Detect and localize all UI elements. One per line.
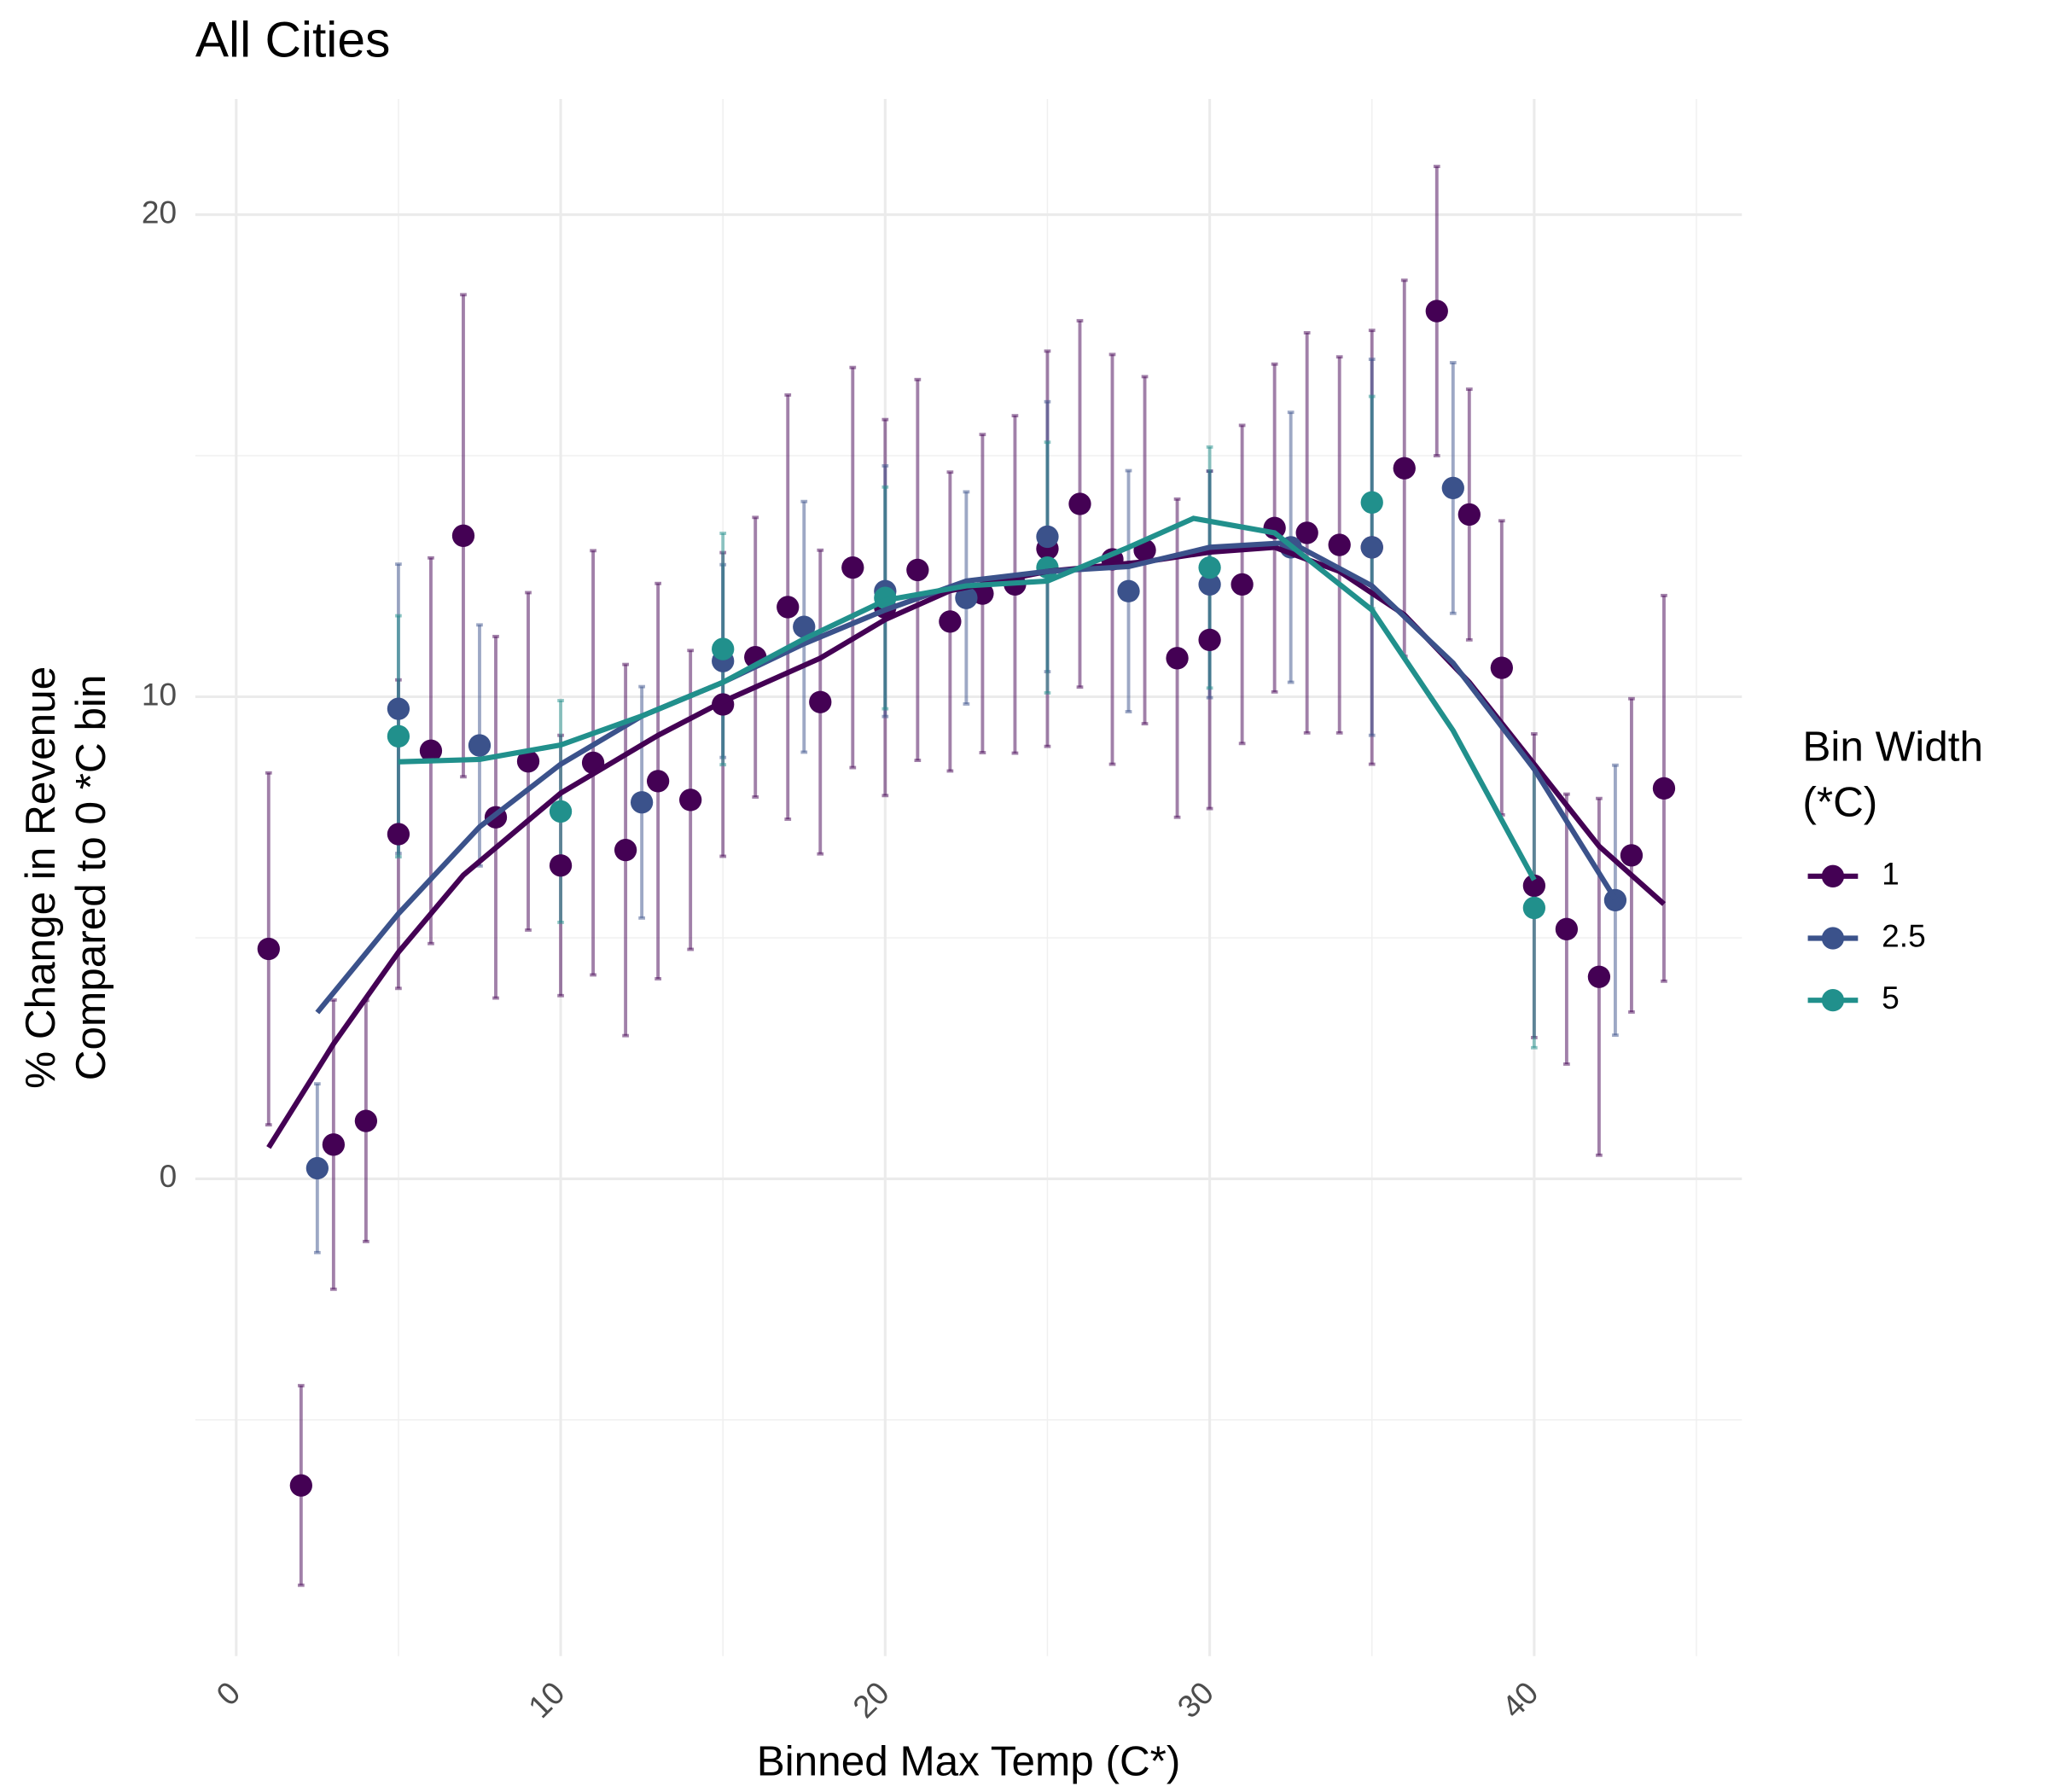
point (1652, 777, 1676, 800)
point (809, 690, 832, 713)
point (289, 1474, 312, 1497)
point (1457, 503, 1481, 527)
point (1166, 647, 1189, 670)
point (1360, 491, 1383, 514)
x-tick-label: 30 (1170, 1674, 1220, 1725)
legend-label: 5 (1882, 980, 1900, 1015)
point (1231, 573, 1254, 596)
point (1522, 896, 1546, 920)
x-axis-title: Binned Max Temp (C*) (757, 1738, 1181, 1785)
point (955, 586, 978, 609)
legend-marker (1821, 864, 1845, 887)
y-tick-label: 20 (142, 194, 177, 230)
x-tick-label: 20 (846, 1674, 896, 1725)
point (1198, 556, 1221, 579)
point (1587, 965, 1611, 988)
point (549, 854, 573, 877)
point (630, 791, 654, 814)
legend-marker (1821, 989, 1845, 1012)
legend-label: 2.5 (1882, 917, 1926, 953)
y-axis-title: Compared to 0 *C bin (67, 674, 114, 1080)
point (939, 610, 962, 633)
point (712, 637, 735, 660)
point (516, 750, 540, 773)
y-axis-title: % Change in Revenue (17, 666, 64, 1089)
x-tick-label: 10 (521, 1674, 572, 1725)
point (841, 556, 864, 579)
point (1393, 457, 1416, 480)
legend-label: 1 (1882, 856, 1900, 892)
point (305, 1156, 329, 1180)
point (1555, 917, 1579, 940)
point (387, 697, 410, 720)
point (1068, 492, 1091, 515)
point (679, 788, 702, 812)
point (1620, 844, 1644, 867)
point (1117, 579, 1140, 602)
point (322, 1133, 346, 1156)
point (419, 739, 443, 762)
point (1603, 888, 1627, 912)
point (549, 800, 573, 823)
point (1295, 521, 1318, 544)
point (1490, 656, 1513, 679)
point (257, 937, 280, 961)
x-tick-label: 40 (1495, 1674, 1545, 1725)
legend-marker (1821, 927, 1845, 950)
point (1441, 476, 1464, 500)
y-tick-label: 10 (142, 676, 177, 712)
point (387, 823, 410, 846)
point (906, 558, 929, 582)
point (614, 839, 637, 862)
point (451, 524, 475, 547)
point (1198, 573, 1221, 596)
smooth-line (398, 515, 1537, 881)
point (777, 596, 800, 619)
legend-title: (*C) (1802, 778, 1877, 825)
point (468, 734, 492, 757)
point (793, 615, 816, 638)
point (1328, 533, 1351, 556)
chart-title: All Cities (195, 13, 391, 68)
point (646, 770, 670, 793)
point (1036, 525, 1059, 549)
smooth-line (315, 539, 1618, 1015)
legend-title: Bin Width (1802, 723, 1983, 770)
point (1198, 628, 1221, 651)
point (387, 724, 410, 748)
x-tick-label: 0 (209, 1674, 247, 1712)
point (1360, 536, 1383, 559)
point (354, 1109, 378, 1132)
point (1522, 874, 1546, 898)
y-tick-label: 0 (160, 1158, 177, 1194)
point (1425, 300, 1448, 323)
